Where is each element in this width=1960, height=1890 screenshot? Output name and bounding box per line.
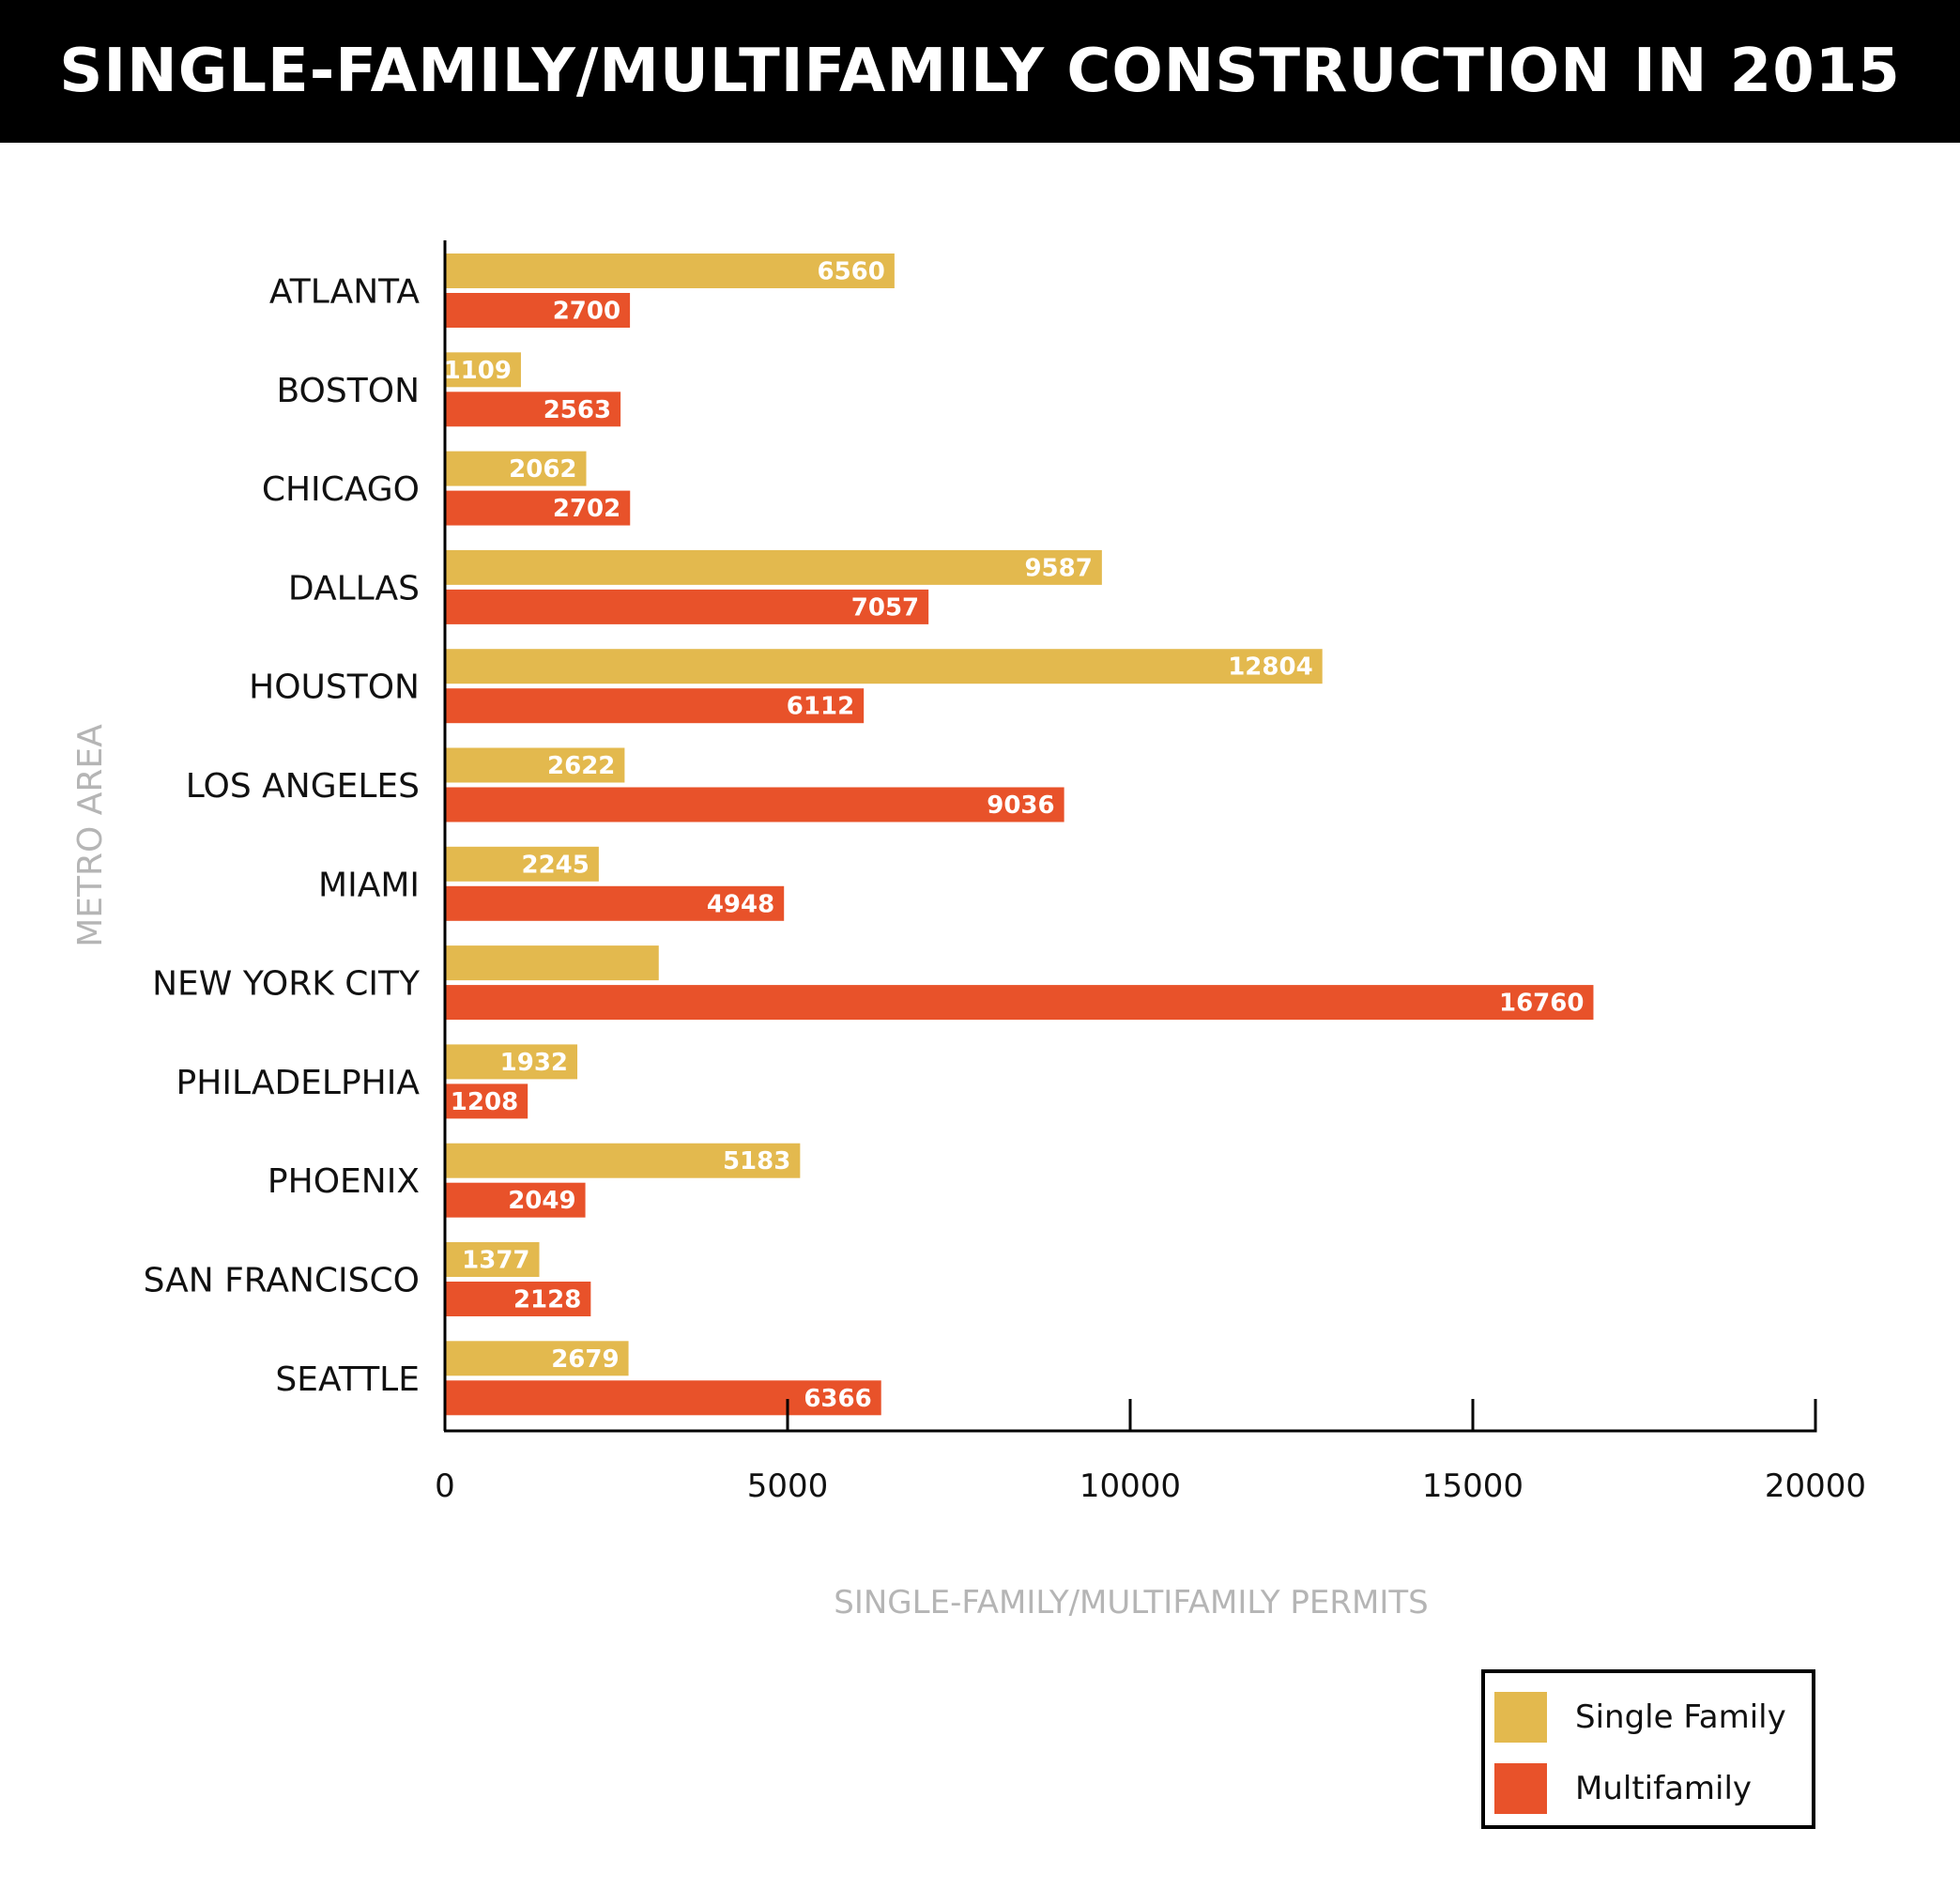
bar-label-multifamily-atlanta: 2700	[553, 298, 620, 326]
category-label-phoenix: PHOENIX	[268, 1162, 420, 1201]
bar-multifamily-miami	[445, 885, 785, 921]
category-label-new-york-city: NEW YORK CITY	[152, 965, 421, 1004]
legend-label-multifamily: Multifamily	[1575, 1770, 1753, 1807]
bar-multifamily-philadelphia	[445, 1083, 528, 1119]
bar-label-single-family-dallas: 9587	[1024, 554, 1092, 582]
bar-single-family-seattle	[445, 1341, 629, 1376]
category-label-houston: HOUSTON	[249, 668, 420, 707]
bar-multifamily-los-angeles	[445, 787, 1064, 822]
bar-single-family-phoenix	[445, 1143, 801, 1178]
bar-label-multifamily-new-york-city: 16760	[1499, 990, 1584, 1018]
x-tick-label-10000: 10000	[1080, 1467, 1181, 1505]
bar-multifamily-atlanta	[445, 293, 631, 328]
bar-label-multifamily-chicago: 2702	[553, 495, 620, 523]
legend-swatch-single-family	[1494, 1692, 1547, 1743]
bar-label-multifamily-miami: 4948	[707, 890, 774, 918]
category-label-atlanta: ATLANTA	[269, 273, 420, 312]
bar-label-single-family-philadelphia: 1932	[500, 1049, 568, 1077]
bar-label-multifamily-dallas: 7057	[851, 593, 919, 622]
category-label-dallas: DALLAS	[288, 569, 420, 607]
chart-title: SINGLE-FAMILY/MULTIFAMILY CONSTRUCTION I…	[59, 37, 1901, 106]
bar-single-family-new-york-city	[445, 945, 659, 981]
category-label-miami: MIAMI	[318, 866, 420, 904]
bar-label-single-family-chicago: 2062	[509, 455, 576, 484]
legend-item-single-family: Single Family	[1494, 1692, 1786, 1743]
bar-label-single-family-miami: 2245	[522, 851, 590, 879]
bar-label-single-family-houston: 12804	[1228, 653, 1312, 682]
title-bar: SINGLE-FAMILY/MULTIFAMILY CONSTRUCTION I…	[0, 0, 1960, 143]
bar-single-family-chicago	[445, 451, 587, 486]
legend-label-single-family: Single Family	[1575, 1698, 1786, 1736]
bar-label-single-family-san-francisco: 1377	[462, 1247, 529, 1275]
bar-single-family-miami	[445, 846, 599, 882]
bar-label-multifamily-phoenix: 2049	[508, 1187, 575, 1215]
bar-multifamily-new-york-city	[445, 985, 1594, 1021]
bar-label-multifamily-seattle: 6366	[804, 1385, 871, 1413]
bar-label-single-family-los-angeles: 2622	[547, 752, 615, 780]
bar-single-family-los-angeles	[445, 747, 625, 783]
category-label-boston: BOSTON	[276, 372, 420, 410]
bar-label-multifamily-san-francisco: 2128	[513, 1286, 581, 1314]
bar-multifamily-chicago	[445, 490, 631, 526]
x-axis-title: SINGLE-FAMILY/MULTIFAMILY PERMITS	[834, 1584, 1428, 1621]
bar-label-single-family-atlanta: 6560	[818, 258, 885, 286]
bar-label-single-family-seattle: 2679	[551, 1345, 619, 1374]
bar-label-single-family-phoenix: 5183	[723, 1147, 790, 1175]
bar-single-family-philadelphia	[445, 1044, 578, 1080]
bar-label-multifamily-los-angeles: 9036	[987, 791, 1054, 820]
bar-single-family-boston	[445, 352, 521, 388]
bar-multifamily-san-francisco	[445, 1282, 591, 1316]
bar-label-single-family-boston: 1109	[444, 357, 512, 385]
bar-multifamily-houston	[445, 688, 865, 724]
category-label-seattle: SEATTLE	[275, 1360, 420, 1399]
bar-single-family-houston	[445, 649, 1323, 684]
legend: Single Family Multifamily	[1481, 1669, 1815, 1829]
category-label-san-francisco: SAN FRANCISCO	[144, 1262, 420, 1300]
bar-single-family-san-francisco	[445, 1242, 540, 1277]
bar-multifamily-seattle	[445, 1380, 881, 1416]
legend-item-multifamily: Multifamily	[1494, 1763, 1752, 1814]
category-label-chicago: CHICAGO	[262, 470, 420, 509]
bar-label-multifamily-philadelphia: 1208	[451, 1088, 518, 1116]
x-tick-label-5000: 5000	[747, 1467, 829, 1505]
y-axis-title: METRO AREA	[71, 724, 110, 947]
x-tick-label-20000: 20000	[1765, 1467, 1866, 1505]
legend-swatch-multifamily	[1494, 1763, 1547, 1814]
bar-single-family-atlanta	[445, 254, 895, 288]
bar-label-multifamily-houston: 6112	[787, 693, 854, 721]
category-label-philadelphia: PHILADELPHIA	[176, 1064, 421, 1102]
category-label-los-angeles: LOS ANGELES	[186, 767, 420, 806]
bar-label-multifamily-boston: 2563	[544, 396, 611, 424]
bar-multifamily-phoenix	[445, 1182, 586, 1218]
bar-single-family-dallas	[445, 549, 1102, 585]
bar-multifamily-dallas	[445, 589, 929, 624]
bar-multifamily-boston	[445, 392, 621, 427]
x-tick-label-0: 0	[435, 1467, 455, 1505]
x-tick-label-15000: 15000	[1422, 1467, 1524, 1505]
